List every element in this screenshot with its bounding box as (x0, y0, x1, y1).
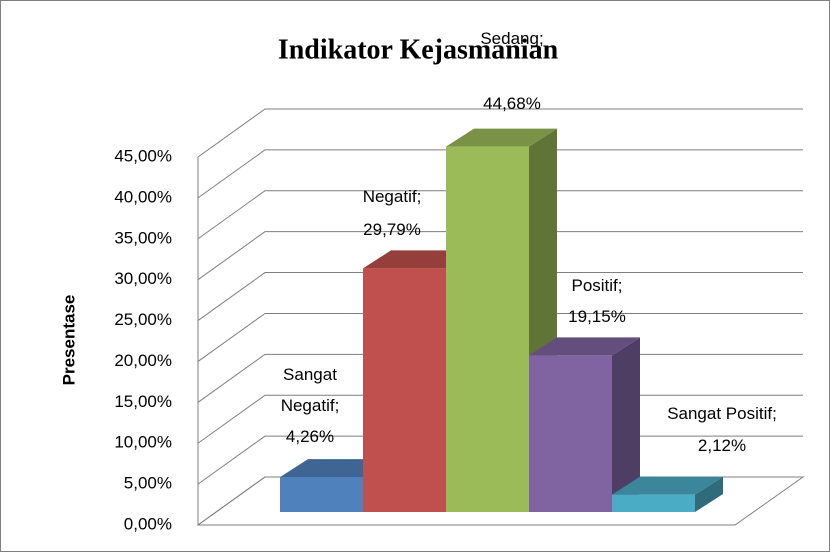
bar (612, 476, 723, 512)
grid-line (197, 108, 803, 158)
y-tick-label: 35,00% (114, 228, 172, 247)
y-tick-label: 0,00% (124, 514, 172, 533)
bar-front (363, 268, 446, 512)
y-tick-label: 30,00% (114, 269, 172, 288)
data-label: Sangat Negatif; 4,26% (281, 365, 340, 446)
bar-side (612, 337, 640, 512)
bar-top (446, 128, 557, 147)
chart-title: Indikator Kejasmanian (278, 34, 559, 65)
y-tick-label: 20,00% (114, 351, 172, 370)
data-label: Positif; 19,15% (568, 276, 626, 326)
bar-front (612, 494, 695, 512)
y-tick-label: 25,00% (114, 310, 172, 329)
y-tick-label: 15,00% (114, 392, 172, 411)
bar-front (446, 146, 529, 512)
data-label: Sedang; 44,68% (480, 29, 543, 113)
bar-side (695, 476, 723, 512)
y-tick-label: 5,00% (124, 474, 172, 493)
data-label: Negatif; 29,79% (363, 187, 422, 239)
grid-line (197, 312, 803, 362)
bar-top (529, 337, 640, 356)
bar-front (280, 477, 363, 512)
y-tick-label: 40,00% (114, 187, 172, 206)
grid-line (197, 272, 803, 321)
data-label: Sangat Positif; 2,12% (667, 404, 777, 455)
grid-line (197, 149, 803, 199)
bar-top (612, 476, 723, 495)
y-tick-label: 45,00% (114, 146, 172, 165)
y-tick-label: 10,00% (114, 433, 172, 452)
grid-line (197, 231, 803, 281)
bar-front (529, 355, 612, 512)
y-axis-label: Presentase (59, 295, 78, 386)
grid-line (197, 190, 803, 240)
bar (529, 337, 640, 512)
